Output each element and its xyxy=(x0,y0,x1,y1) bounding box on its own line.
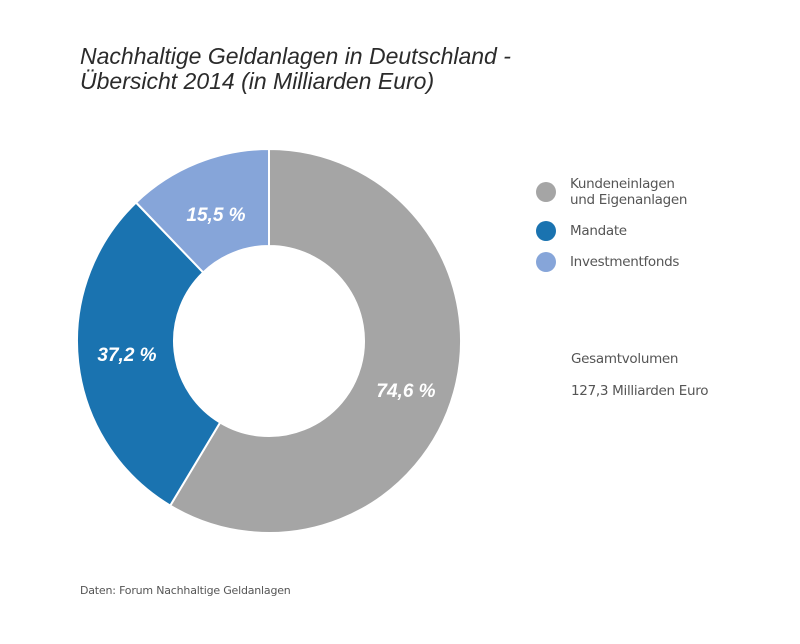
chart-title-line-2: Übersicht 2014 (in Milliarden Euro) xyxy=(80,68,435,94)
donut-labels: 74,6 % 37,2 % 15,5 % xyxy=(97,205,435,402)
legend: Kundeneinlagen und Eigenanlagen Mandate … xyxy=(536,176,687,285)
slice-label-kundeneinlagen: 74,6 % xyxy=(376,381,435,402)
legend-label: Mandate xyxy=(570,223,627,239)
total-volume-label: Gesamtvolumen xyxy=(571,351,679,367)
chart-title: Nachhaltige Geldanlagen in Deutschland -… xyxy=(80,44,511,94)
legend-swatch-light-blue-icon xyxy=(536,252,556,272)
legend-item-mandate: Mandate xyxy=(536,221,687,241)
total-volume-value: 127,3 Milliarden Euro xyxy=(571,383,709,399)
donut-slice-mandate xyxy=(76,201,222,508)
donut-slice-kundeneinlagen xyxy=(168,147,462,534)
legend-item-kundeneinlagen: Kundeneinlagen und Eigenanlagen xyxy=(536,176,687,208)
legend-label: Investmentfonds xyxy=(570,254,680,270)
slice-label-mandate: 37,2 % xyxy=(97,345,156,366)
donut-slice-investmentfonds xyxy=(134,147,270,274)
legend-swatch-blue-icon xyxy=(536,221,556,241)
data-source: Daten: Forum Nachhaltige Geldanlagen xyxy=(80,584,291,597)
slice-label-investmentfonds: 15,5 % xyxy=(186,205,245,226)
donut-slices xyxy=(76,147,462,534)
legend-label: Kundeneinlagen und Eigenanlagen xyxy=(570,176,688,208)
chart-title-line-1: Nachhaltige Geldanlagen in Deutschland - xyxy=(80,43,511,69)
legend-item-investmentfonds: Investmentfonds xyxy=(536,252,687,272)
legend-swatch-gray-icon xyxy=(536,182,556,202)
